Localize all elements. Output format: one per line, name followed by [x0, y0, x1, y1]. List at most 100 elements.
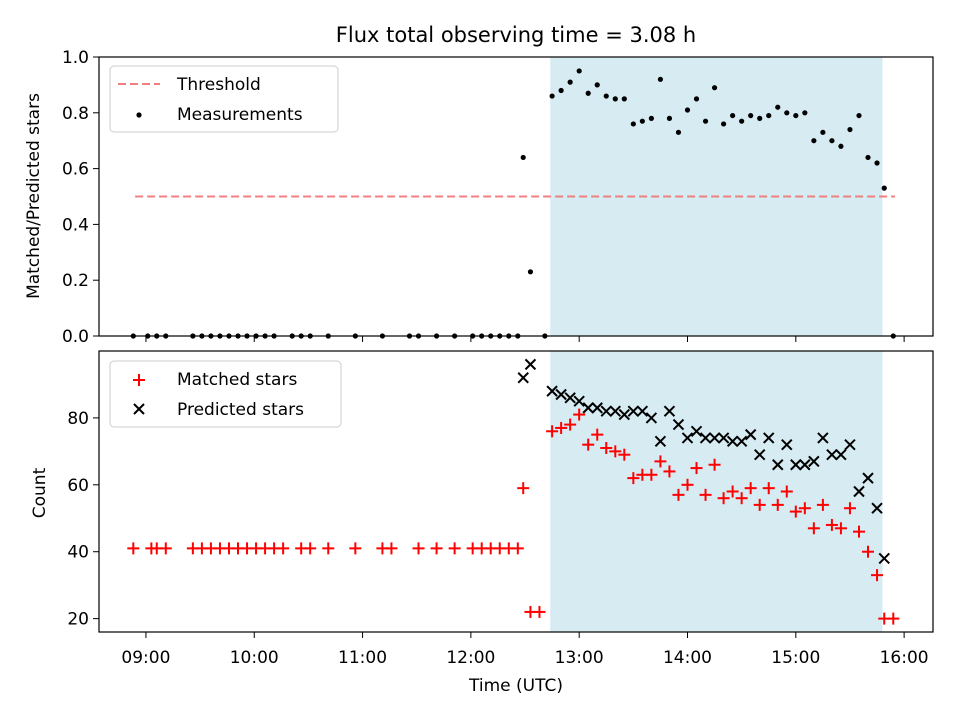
top-legend: Threshold Measurements [109, 65, 339, 133]
predicted-star-point [582, 402, 594, 414]
predicted-star-point [808, 455, 820, 468]
predicted-star-point [663, 405, 676, 417]
predicted-star-point [591, 402, 603, 414]
predicted-star-point [726, 435, 739, 448]
top-ytick-label: 0.0 [62, 327, 89, 347]
matched-star-point [546, 425, 559, 438]
matched-star-point [645, 468, 658, 481]
measurement-point [820, 129, 826, 135]
matched-star-point [322, 542, 335, 555]
predicted-star-point [524, 358, 537, 371]
measurement-point [757, 115, 763, 121]
predicted-star-point [844, 438, 856, 451]
matched-star-point [654, 455, 667, 468]
matched-star-point [533, 605, 546, 618]
measurement-point [603, 93, 609, 99]
matched-star-point [555, 421, 568, 434]
predicted-star-point [699, 432, 712, 444]
measurement-point [856, 112, 862, 119]
matched-star-point [762, 482, 775, 495]
predicted-star-point [835, 448, 847, 461]
measurement-point [811, 138, 817, 144]
predicted-star-point [654, 435, 667, 448]
measurement-point [766, 112, 772, 119]
matched-star-point [681, 478, 694, 491]
measurement-point [802, 110, 808, 116]
legend-measurements-label: Measurements [177, 105, 303, 125]
matched-star-point [517, 482, 530, 495]
matched-star-point [448, 542, 461, 555]
matched-star-point [573, 408, 586, 421]
matched-star-point [735, 492, 748, 505]
predicted-star-point [645, 412, 658, 424]
measurement-point [621, 96, 627, 102]
measurement-point [874, 160, 880, 166]
matched-star-point [708, 458, 721, 471]
measurement-point [666, 115, 673, 121]
matched-star-point [852, 525, 865, 538]
predicted-star-point [690, 425, 703, 437]
measurement-point [648, 115, 654, 121]
predicted-star-point [862, 472, 874, 484]
predicted-star-point [517, 372, 529, 384]
measurement-point [639, 118, 645, 124]
measurement-point [576, 68, 582, 74]
measurement-point [549, 93, 555, 99]
predicted-star-point [672, 418, 685, 431]
bottom-ytick-label: 60 [67, 476, 89, 496]
measurement-point [775, 104, 781, 110]
bottom-ytick-label: 20 [67, 610, 89, 630]
matched-star-point [564, 418, 577, 431]
predicted-star-point [627, 405, 640, 417]
matched-star-point [699, 488, 712, 501]
matched-star-point [807, 522, 820, 535]
predicted-star-point [564, 392, 576, 404]
top-ytick-label: 0.6 [62, 160, 89, 180]
measurement-point [693, 96, 700, 102]
measurement-point [527, 269, 534, 275]
predicted-star-point [609, 405, 621, 417]
bottom-legend-box [109, 360, 342, 428]
measurement-point [847, 126, 853, 133]
matched-star-point [726, 485, 739, 498]
top-ytick-label: 0.2 [62, 271, 89, 291]
top-axes-frame [98, 56, 934, 337]
predicted-star-point [636, 405, 649, 417]
predicted-star-point [871, 502, 883, 514]
predicted-star-point [753, 448, 766, 461]
predicted-star-point [546, 385, 558, 397]
measurement-point [881, 185, 887, 191]
matched-star-point [511, 542, 524, 555]
measurement-point [838, 143, 844, 149]
matched-star-point [862, 545, 875, 558]
matched-star-point [349, 542, 362, 555]
matched-star-point [843, 502, 856, 515]
legend-predicted-label: Predicted stars [177, 400, 304, 420]
measurement-point [793, 112, 799, 119]
predicted-star-point [573, 395, 585, 407]
matched-star-point [591, 428, 604, 441]
measurement-point [702, 118, 709, 124]
measurement-point [630, 121, 636, 127]
predicted-star-point [618, 408, 631, 421]
bottom-xtick-label: 10:00 [230, 648, 279, 668]
top-ytick-label: 0.4 [62, 215, 89, 235]
predicted-star-point [878, 552, 890, 565]
matched-star-point [887, 612, 900, 625]
predicted-star-point [735, 435, 748, 448]
bottom-ylabel: Count [30, 467, 50, 518]
bottom-legend: Matched stars Predicted stars [109, 360, 342, 428]
measurement-point [612, 96, 618, 102]
predicted-star-point [826, 448, 838, 461]
bottom-xtick-label: 12:00 [446, 648, 495, 668]
bottom-ytick-label: 40 [67, 543, 89, 563]
measurement-point [829, 138, 835, 144]
predicted-star-point [681, 432, 694, 444]
matched-star-point [690, 462, 703, 475]
predicted-star-point [555, 388, 567, 401]
matched-star-point [385, 542, 398, 555]
matched-star-point [871, 569, 884, 582]
matched-star-point [277, 542, 290, 555]
matched-star-point [582, 438, 595, 451]
matched-star-point [609, 445, 622, 458]
